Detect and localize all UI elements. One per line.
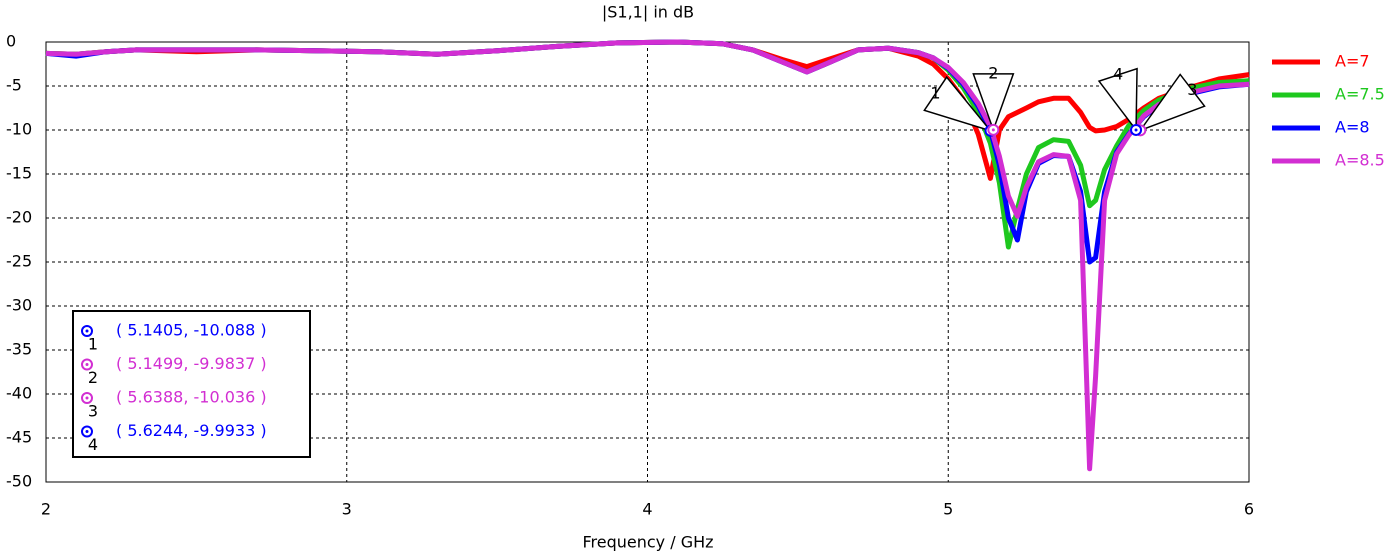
y-tick-label: -30: [6, 296, 32, 315]
marker-index: 1: [88, 335, 98, 354]
x-tick-label: 5: [943, 500, 953, 519]
legend-label: A=7: [1335, 52, 1370, 71]
y-tick-label: -15: [6, 164, 32, 183]
marker-index: 2: [88, 368, 98, 387]
legend-label: A=8.5: [1335, 151, 1385, 170]
x-tick-label: 2: [41, 500, 51, 519]
marker-dot: [991, 128, 995, 132]
marker-value: ( 5.6244, -9.9933 ): [116, 421, 267, 440]
marker-callout: [1097, 67, 1138, 133]
y-tick-label: -10: [6, 120, 32, 139]
y-tick-label: -20: [6, 208, 32, 227]
series-line: [45, 39, 1250, 472]
marker-label: 2: [988, 63, 998, 82]
marker-icon-dot: [85, 363, 89, 366]
marker-value: ( 5.6388, -10.036 ): [116, 388, 267, 407]
y-tick-label: -50: [6, 472, 32, 491]
y-tick-label: -5: [6, 76, 22, 95]
marker-index: 3: [88, 402, 98, 421]
marker-icon-dot: [85, 329, 89, 333]
y-tick-label: -25: [6, 252, 32, 271]
chart-title: |S1,1| in dB: [602, 3, 694, 22]
x-axis-label: Frequency / GHz: [582, 533, 713, 552]
marker-value: ( 5.1405, -10.088 ): [116, 321, 267, 340]
y-tick-label: 0: [6, 32, 16, 51]
marker-icon-dot: [85, 396, 89, 400]
y-tick-label: -40: [6, 384, 32, 403]
marker-box: [72, 310, 311, 458]
x-tick-label: 3: [342, 500, 352, 519]
x-tick-label: 6: [1244, 500, 1254, 519]
marker-callout: [923, 75, 993, 133]
marker-label: 4: [1113, 64, 1123, 83]
marker-icon-dot: [85, 430, 89, 433]
y-tick-label: -45: [6, 428, 32, 447]
marker-label: 3: [1187, 80, 1197, 99]
marker-index: 4: [88, 435, 98, 454]
marker-callout: [1138, 73, 1206, 132]
marker-label: 1: [930, 83, 940, 102]
legend-label: A=7.5: [1335, 85, 1385, 104]
marker-callout: [972, 73, 1015, 133]
legend-label: A=8: [1335, 118, 1370, 137]
marker-value: ( 5.1499, -9.9837 ): [116, 354, 267, 373]
y-tick-label: -35: [6, 340, 32, 359]
marker-dot: [1134, 128, 1138, 132]
x-tick-label: 4: [642, 500, 652, 519]
